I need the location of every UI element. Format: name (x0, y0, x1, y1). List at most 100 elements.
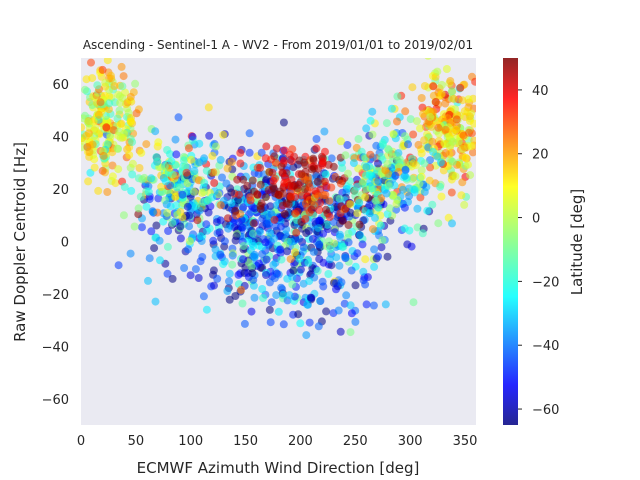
data-point (191, 265, 200, 274)
data-point (371, 213, 379, 222)
data-point (249, 219, 258, 228)
data-point (428, 137, 437, 146)
data-point (127, 186, 136, 195)
data-point (280, 179, 289, 187)
data-point (460, 142, 469, 151)
data-point (346, 328, 355, 337)
data-point (318, 161, 327, 169)
data-point (265, 305, 274, 314)
data-point (365, 201, 374, 210)
data-point (137, 148, 146, 157)
data-point (248, 229, 257, 238)
data-point (356, 231, 364, 240)
x-tick-label: 350 (453, 434, 478, 449)
data-point (336, 137, 345, 146)
data-point (232, 232, 241, 241)
data-point (426, 163, 435, 172)
x-tick-label: 100 (178, 434, 203, 449)
y-axis-ticks: −60 −40 −20 0 20 40 60 (42, 78, 69, 408)
data-point (254, 259, 263, 268)
data-point (271, 222, 280, 231)
data-point (447, 188, 456, 197)
data-point (315, 240, 324, 249)
data-point (452, 125, 461, 134)
data-point (456, 83, 465, 92)
data-point (346, 301, 355, 310)
data-point (378, 236, 387, 245)
data-point (413, 223, 422, 232)
data-point (286, 192, 295, 201)
data-point (120, 183, 129, 191)
data-point (319, 229, 328, 238)
data-point (420, 136, 429, 145)
data-point (358, 240, 367, 249)
data-point (85, 148, 94, 156)
data-point (437, 90, 446, 98)
data-point (416, 193, 425, 202)
data-point (88, 140, 97, 149)
data-point (230, 223, 239, 232)
data-point (211, 245, 220, 254)
data-point (254, 169, 263, 178)
data-point (289, 266, 298, 275)
data-point (417, 172, 426, 181)
data-point (119, 72, 128, 81)
data-point (436, 182, 445, 191)
data-point (344, 221, 353, 229)
data-point (138, 175, 147, 184)
data-point (382, 189, 391, 198)
data-point (116, 99, 125, 107)
data-point (366, 150, 375, 159)
data-point (383, 252, 392, 261)
data-points (81, 58, 476, 340)
data-point (320, 127, 329, 136)
data-point (81, 85, 89, 94)
colorbar-tick-label: −40 (532, 339, 559, 354)
data-point (426, 113, 435, 121)
x-tick-label: 250 (343, 434, 368, 449)
data-point (258, 250, 267, 259)
data-point (335, 194, 344, 203)
data-point (227, 157, 236, 166)
data-point (337, 278, 346, 287)
data-point (308, 235, 317, 243)
data-point (188, 132, 197, 141)
data-point (353, 209, 362, 218)
data-point (168, 218, 177, 227)
data-point (209, 168, 218, 177)
data-point (184, 245, 193, 254)
data-point (219, 130, 228, 139)
data-point (362, 124, 371, 133)
data-point (114, 261, 123, 270)
data-point (449, 94, 458, 103)
colorbar-tick-label: 40 (532, 84, 549, 99)
data-point (204, 195, 213, 204)
data-point (210, 281, 218, 290)
data-point (83, 118, 92, 126)
y-tick-label: −20 (42, 288, 69, 303)
data-point (238, 223, 247, 232)
data-point (134, 204, 143, 213)
data-point (447, 87, 456, 96)
y-tick-label: 40 (52, 131, 69, 146)
data-point (116, 133, 125, 142)
data-point (228, 251, 237, 260)
data-point (270, 274, 279, 283)
data-point (381, 300, 390, 309)
data-point (314, 223, 323, 232)
data-point (103, 188, 112, 196)
data-point (276, 245, 285, 254)
data-point (114, 144, 123, 153)
y-tick-label: 60 (52, 78, 69, 93)
data-point (204, 103, 213, 112)
data-point (235, 190, 243, 199)
data-point (213, 274, 222, 283)
data-point (470, 119, 476, 128)
data-point (401, 165, 410, 174)
data-point (248, 176, 257, 185)
data-point (309, 154, 318, 163)
data-point (172, 201, 181, 210)
data-point (369, 301, 378, 310)
data-point (441, 99, 450, 108)
